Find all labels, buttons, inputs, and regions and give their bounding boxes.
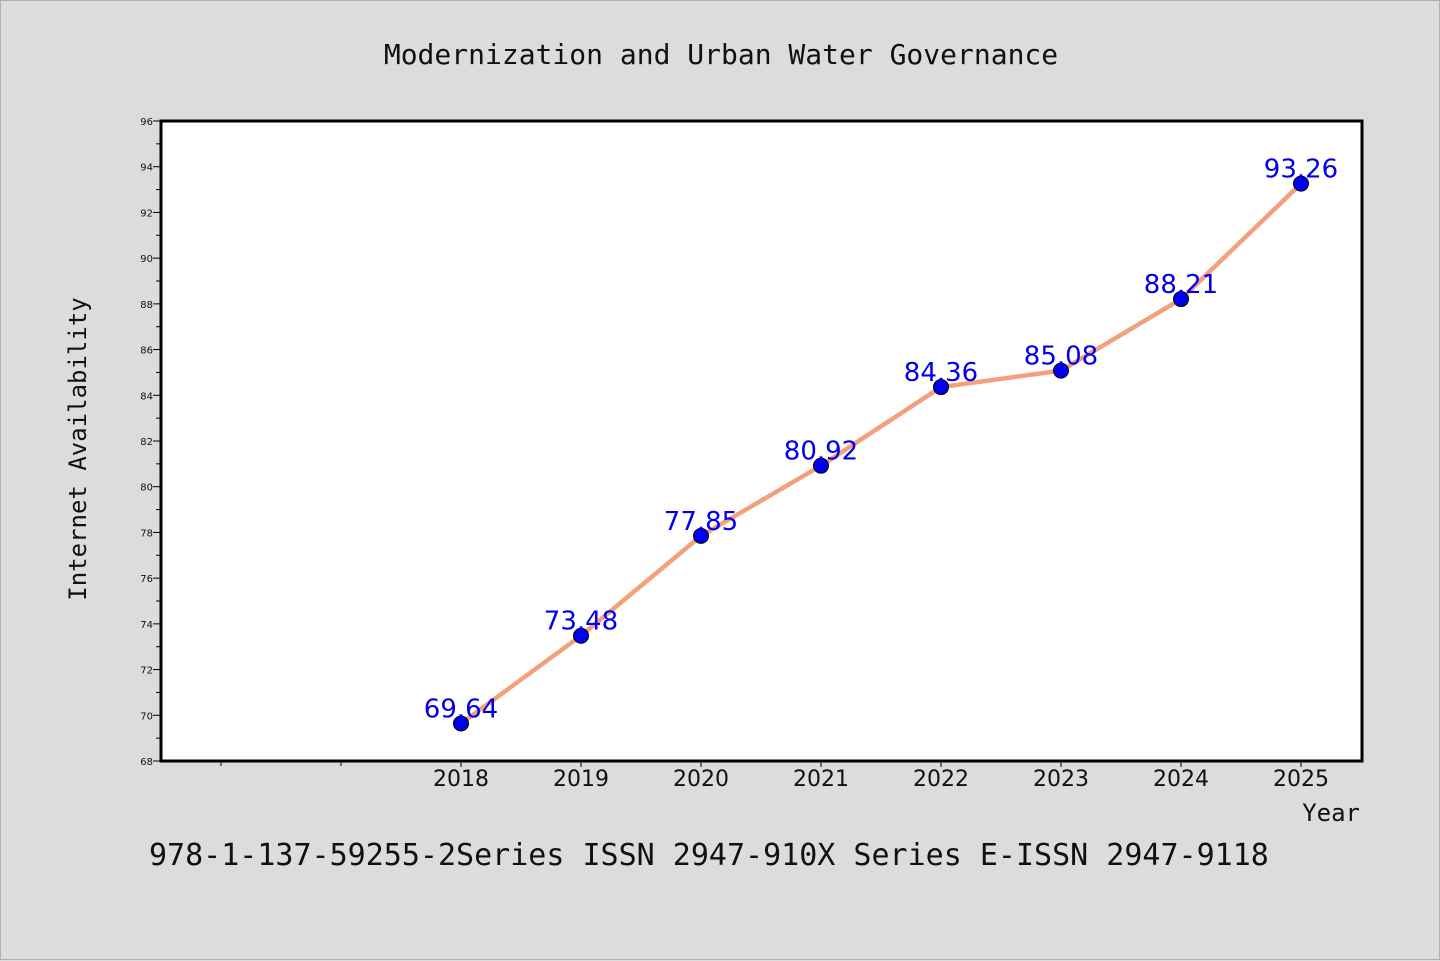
data-label: 69.64	[424, 695, 498, 725]
data-point	[933, 379, 949, 396]
data-point	[1293, 175, 1309, 192]
y-axis-label: Internet Availability	[64, 297, 92, 600]
x-tick-label: 2019	[553, 767, 609, 792]
y-tick-label: 78	[140, 528, 153, 539]
chart-title: Modernization and Urban Water Governance	[384, 38, 1058, 71]
data-label: 85.08	[1024, 342, 1098, 372]
data-point	[453, 715, 469, 732]
x-tick-label: 2020	[673, 767, 729, 792]
isbn-footer: 978-1-137-59255-2Series ISSN 2947-910X S…	[149, 838, 1269, 873]
x-tick-label: 2023	[1033, 767, 1089, 792]
data-point	[693, 527, 709, 544]
x-axis: 2018 2019 2020 2021 2022 2023 2024 2025	[220, 761, 1329, 792]
data-label: 88.21	[1144, 270, 1218, 300]
y-tick-label: 94	[140, 163, 153, 174]
y-tick-label: 90	[140, 254, 153, 265]
y-tick-label: 74	[140, 620, 153, 631]
data-label: 77.85	[664, 507, 738, 537]
y-tick-label: 70	[140, 711, 153, 722]
data-point	[1173, 291, 1189, 308]
x-tick-label: 2022	[913, 767, 969, 792]
y-tick-label: 88	[140, 300, 153, 311]
data-labels: 69.64 73.48 77.85 80.92 84.36 85.08 88.21 93.26	[424, 155, 1338, 725]
x-tick-label: 2025	[1273, 767, 1329, 792]
y-tick-label: 72	[140, 666, 153, 677]
x-axis-label: Year	[1302, 799, 1360, 827]
plot-area	[159, 119, 1364, 763]
y-tick-label: 84	[140, 391, 153, 402]
x-tick-label: 2021	[793, 767, 849, 792]
y-tick-label: 92	[140, 208, 153, 219]
data-label: 73.48	[544, 607, 618, 637]
data-label: 80.92	[784, 437, 858, 467]
y-tick-label: 96	[140, 117, 153, 128]
data-label: 93.26	[1264, 155, 1338, 185]
data-label: 84.36	[904, 358, 978, 388]
data-point	[1053, 362, 1069, 379]
data-point	[573, 627, 589, 644]
series-line-group	[453, 175, 1309, 732]
series-line	[458, 181, 1304, 726]
y-tick-label: 86	[140, 346, 153, 357]
x-tick-label: 2024	[1153, 767, 1209, 792]
y-tick-label: 82	[140, 437, 153, 448]
x-tick-label: 2018	[433, 767, 489, 792]
data-point	[813, 457, 829, 474]
y-tick-label: 68	[140, 757, 153, 768]
y-axis: 68 70 72 74 76 78 80 82 84 86 88 90 92 94 96	[140, 117, 161, 768]
y-tick-label: 76	[140, 574, 153, 585]
y-tick-label: 80	[140, 483, 153, 494]
